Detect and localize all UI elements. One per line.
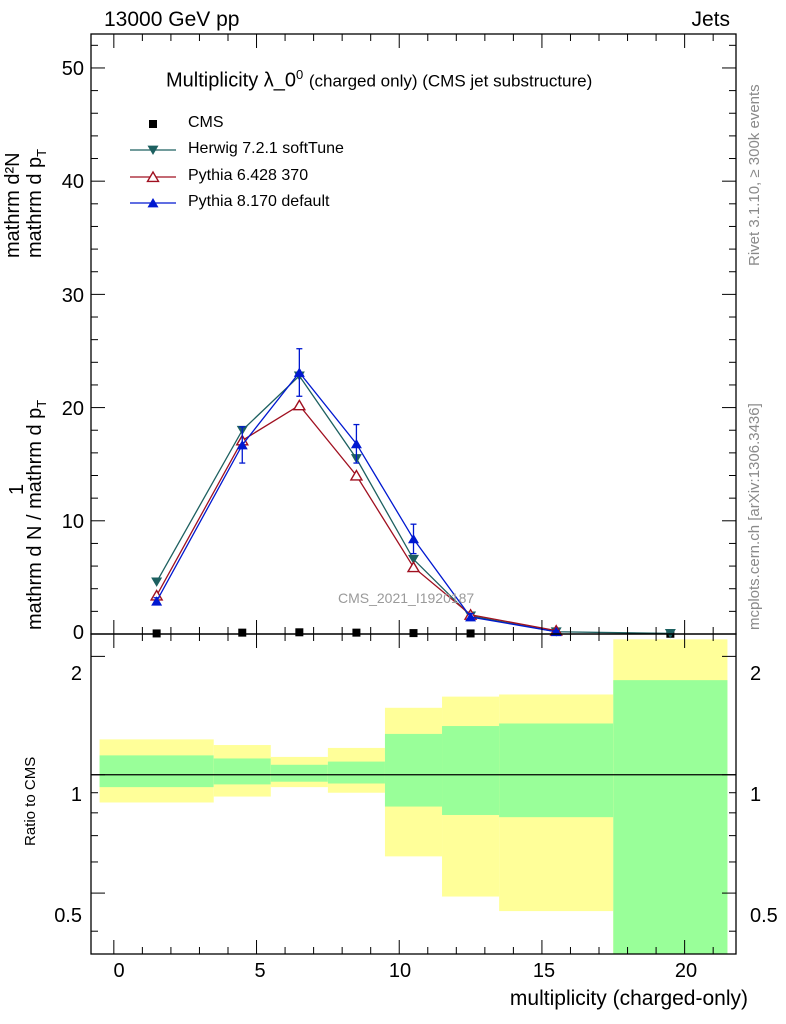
xtick-label: 0 [113, 960, 125, 982]
ratio-band-green [270, 764, 328, 782]
data-point-pythia6 [292, 398, 307, 411]
ratio-ytick-label: 1 [70, 784, 82, 806]
legend-marker-herwig [147, 145, 159, 155]
data-point-pythia8 [293, 367, 305, 377]
ratio-ytick-label-right: 1 [750, 784, 762, 806]
x-axis-label: multiplicity (charged-only) [509, 987, 748, 1010]
ratio-band-green [384, 733, 443, 807]
ytick-label: 0 [72, 622, 84, 644]
xtick-label: 5 [254, 960, 266, 982]
data-point-pythia6 [406, 560, 421, 573]
plot-title-main: Multiplicity λ_0 [166, 69, 297, 92]
data-point-herwig [408, 554, 419, 565]
data-point-pythia6 [349, 469, 364, 481]
data-point-pythia8 [465, 612, 477, 622]
data-point-pythia8 [408, 533, 419, 544]
ratio-band-green [327, 761, 385, 784]
ratio-y-axis-label: Ratio to CMS [22, 756, 39, 846]
legend-markers [130, 120, 176, 208]
mcplots-reference-text: mcplots.cern.ch [arXiv:1306.3436] [746, 403, 763, 630]
plot-title-sup: 0 [296, 67, 304, 82]
ytick-label: 40 [61, 171, 84, 193]
data-point-herwig [151, 577, 163, 587]
legend-label-herwig: Herwig 7.2.1 softTune [188, 140, 344, 157]
ratio-band-green [499, 723, 614, 818]
rivet-version-text: Rivet 3.1.10, ≥ 300k events [746, 84, 763, 266]
y-axis-label-pt-sub-2: T [34, 148, 49, 157]
data-point-cms [295, 628, 304, 637]
legend-marker-pythia6 [146, 170, 160, 183]
main-series [149, 348, 676, 639]
data-point-cms [352, 628, 361, 637]
ytick-label: 50 [61, 58, 84, 80]
axis-ticks [91, 34, 736, 954]
ratio-bands [91, 639, 736, 954]
plot-title: Multiplicity λ_00 (charged only) (CMS je… [166, 67, 592, 93]
xtick-label: 10 [388, 960, 412, 982]
header-energy: 13000 GeV pp [104, 8, 240, 31]
data-point-cms [238, 628, 247, 637]
data-point-pythia8 [350, 438, 362, 449]
ratio-ytick-label-right: 0.5 [750, 905, 778, 927]
ratio-ytick-label: 2 [70, 663, 82, 685]
ratio-ytick-label: 0.5 [54, 905, 82, 927]
y-axis-label-denominator: mathrm d N / mathrm d pT [24, 400, 49, 630]
legend-marker-pythia8 [147, 198, 159, 208]
data-point-pythia8 [151, 596, 163, 606]
y-axis-label-frac-bottom: mathrm d pT [24, 149, 49, 258]
y-axis-label-frac-bottom-text: mathrm d p [24, 156, 46, 258]
ytick-label: 30 [61, 285, 84, 307]
ratio-band-green [613, 680, 728, 954]
ratio-band-green [442, 726, 500, 815]
plot-frames [90, 33, 737, 955]
ratio-ytick-label-right: 2 [750, 663, 762, 685]
y-axis-label-denominator-text: mathrm d N / mathrm d p [24, 407, 46, 630]
ytick-label: 10 [61, 511, 84, 533]
data-point-pythia8 [236, 439, 248, 450]
plot-title-sub: (charged only) (CMS jet substructure) [308, 71, 593, 91]
xtick-label: 15 [532, 960, 556, 982]
analysis-watermark: CMS_2021_I1920187 [338, 590, 475, 606]
legend-marker-cms [149, 120, 157, 128]
ratio-plot-frame [90, 633, 737, 955]
y-axis-label-numerator-frac: mathrm d²N [2, 152, 24, 258]
ratio-band-green [213, 758, 271, 785]
xtick-label: 20 [674, 960, 698, 982]
legend-label-pythia8: Pythia 8.170 default [188, 193, 330, 210]
ytick-label: 20 [61, 398, 84, 420]
legend-label-cms: CMS [188, 114, 224, 131]
ratio-band-green [99, 755, 214, 788]
data-point-cms [409, 629, 418, 638]
y-axis-label-pt-sub: T [34, 399, 49, 408]
header-process: Jets [691, 8, 730, 31]
legend-label-pythia6: Pythia 6.428 370 [188, 167, 309, 184]
